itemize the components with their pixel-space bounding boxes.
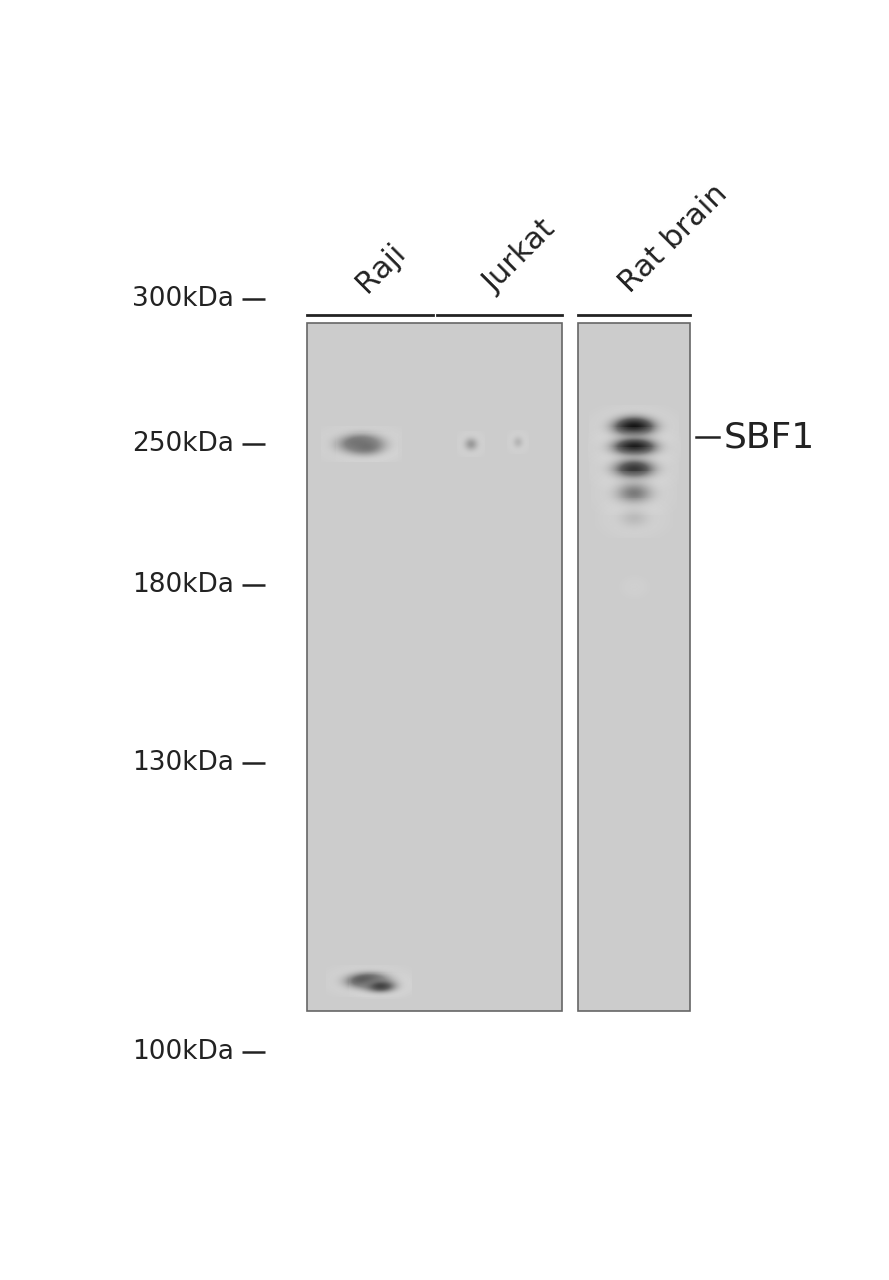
Text: Raji: Raji [350,238,411,298]
Text: 180kDa: 180kDa [132,572,234,598]
Text: 130kDa: 130kDa [132,750,234,776]
Text: SBF1: SBF1 [724,420,815,454]
Text: 250kDa: 250kDa [132,431,234,457]
Text: Jurkat: Jurkat [478,215,562,298]
Text: Rat brain: Rat brain [613,179,733,298]
Text: 100kDa: 100kDa [132,1039,234,1065]
FancyBboxPatch shape [308,323,563,1011]
Text: 300kDa: 300kDa [132,287,234,312]
FancyBboxPatch shape [578,323,690,1011]
